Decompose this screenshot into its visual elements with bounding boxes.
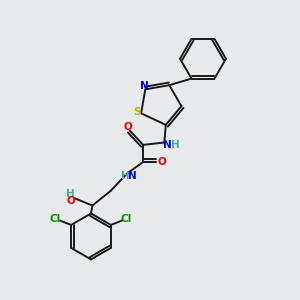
Text: H: H — [171, 140, 180, 150]
Text: N: N — [128, 171, 137, 181]
Text: Cl: Cl — [121, 214, 132, 224]
Text: H: H — [66, 189, 75, 199]
Text: O: O — [123, 122, 132, 132]
Text: N: N — [164, 140, 172, 150]
Text: O: O — [157, 157, 166, 167]
Text: N: N — [140, 81, 148, 91]
Text: S: S — [133, 107, 141, 117]
Text: Cl: Cl — [50, 214, 61, 224]
Text: O: O — [66, 196, 75, 206]
Text: H: H — [121, 171, 130, 181]
